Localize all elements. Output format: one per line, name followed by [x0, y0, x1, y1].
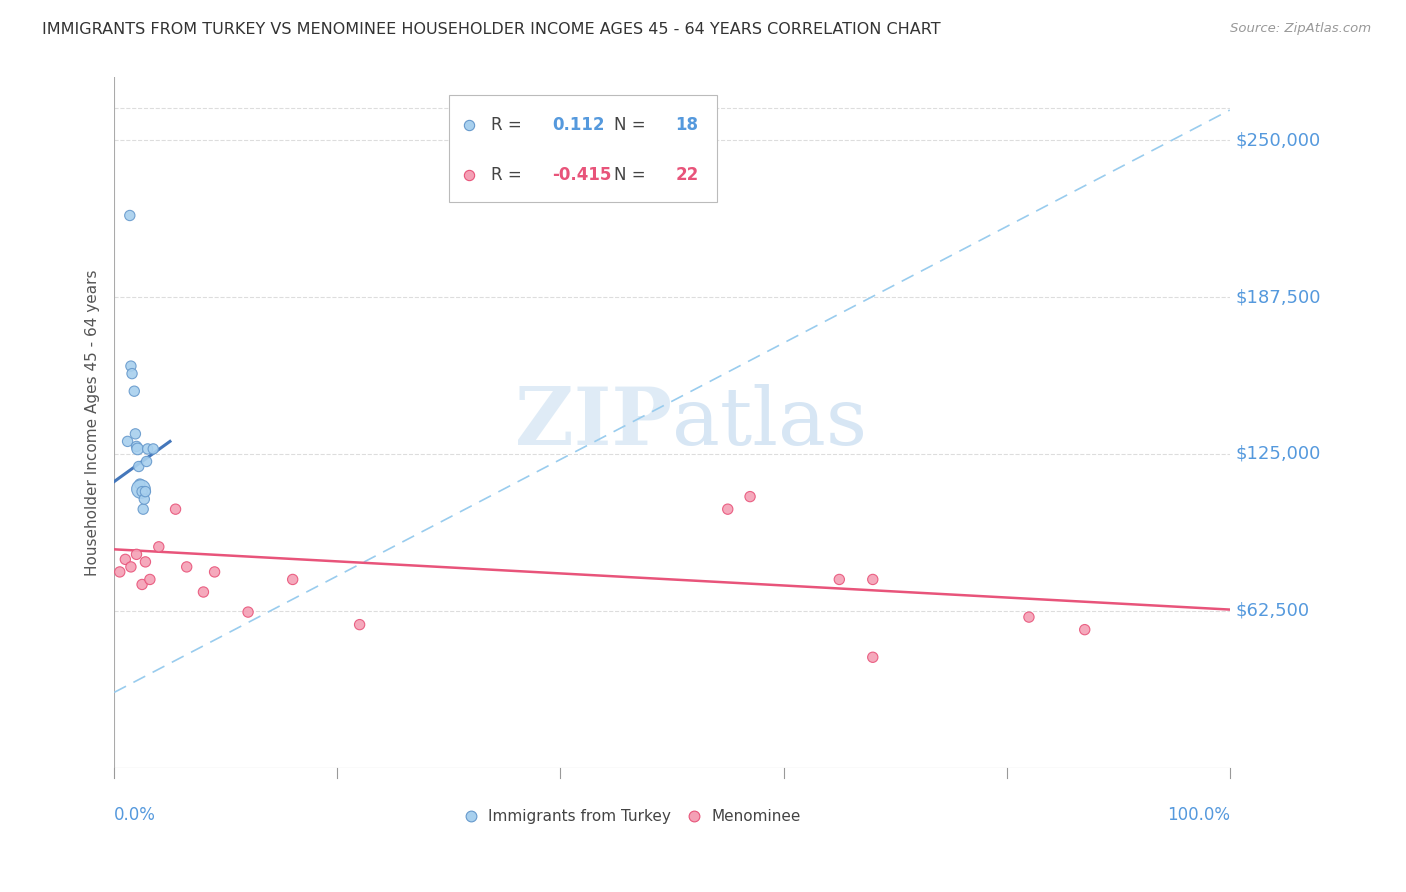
Text: Menominee: Menominee — [711, 808, 800, 823]
Text: Immigrants from Turkey: Immigrants from Turkey — [488, 808, 671, 823]
Point — [1073, 623, 1095, 637]
Point — [134, 555, 156, 569]
Point — [127, 442, 149, 456]
Point — [128, 459, 150, 474]
Point — [125, 547, 148, 561]
Point — [204, 565, 226, 579]
Text: 100.0%: 100.0% — [1167, 805, 1230, 823]
Point — [460, 761, 482, 775]
Point — [136, 442, 159, 456]
Point — [176, 560, 198, 574]
Point — [125, 439, 148, 453]
Text: 0.0%: 0.0% — [114, 805, 156, 823]
Point — [281, 573, 304, 587]
Point — [458, 761, 481, 775]
Point — [349, 617, 371, 632]
Point — [121, 367, 143, 381]
Point — [193, 585, 215, 599]
Text: atlas: atlas — [672, 384, 868, 461]
Point — [717, 502, 740, 516]
Point — [1018, 610, 1040, 624]
Text: N =: N = — [614, 116, 651, 134]
Point — [117, 434, 139, 449]
Point — [738, 490, 761, 504]
Point — [118, 209, 141, 223]
Point — [124, 426, 146, 441]
Text: R =: R = — [491, 116, 527, 134]
Y-axis label: Householder Income Ages 45 - 64 years: Householder Income Ages 45 - 64 years — [86, 269, 100, 576]
Text: $187,500: $187,500 — [1236, 288, 1320, 306]
Point — [135, 454, 157, 468]
Text: $250,000: $250,000 — [1236, 131, 1320, 149]
Point — [165, 502, 187, 516]
Point — [683, 761, 706, 775]
Point — [131, 577, 153, 591]
Point — [828, 573, 851, 587]
Text: IMMIGRANTS FROM TURKEY VS MENOMINEE HOUSEHOLDER INCOME AGES 45 - 64 YEARS CORREL: IMMIGRANTS FROM TURKEY VS MENOMINEE HOUS… — [42, 22, 941, 37]
Text: 0.112: 0.112 — [553, 116, 605, 134]
Point — [129, 482, 152, 496]
Point — [862, 650, 884, 665]
Point — [120, 359, 142, 373]
Point — [134, 484, 156, 499]
Point — [131, 484, 153, 499]
FancyBboxPatch shape — [449, 95, 717, 202]
Text: 22: 22 — [675, 166, 699, 184]
Point — [128, 477, 150, 491]
Text: 18: 18 — [675, 116, 699, 134]
Point — [139, 573, 162, 587]
Text: $125,000: $125,000 — [1236, 445, 1320, 463]
Point — [236, 605, 259, 619]
Point — [114, 552, 136, 566]
Text: Source: ZipAtlas.com: Source: ZipAtlas.com — [1230, 22, 1371, 36]
Point — [142, 442, 165, 456]
Point — [458, 761, 481, 775]
Point — [120, 560, 142, 574]
Point — [134, 492, 156, 507]
Point — [122, 384, 145, 399]
Text: R =: R = — [491, 166, 527, 184]
Point — [148, 540, 170, 554]
Text: N =: N = — [614, 166, 651, 184]
Point — [862, 573, 884, 587]
Point — [108, 565, 131, 579]
Text: -0.415: -0.415 — [553, 166, 612, 184]
Text: ZIP: ZIP — [515, 384, 672, 461]
Text: $62,500: $62,500 — [1236, 602, 1309, 620]
Point — [132, 502, 155, 516]
